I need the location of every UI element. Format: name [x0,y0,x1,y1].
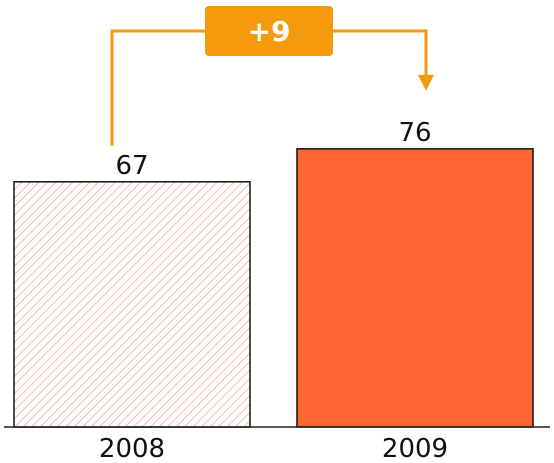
value-label-2008: 67 [115,151,148,181]
value-label-2009: 76 [398,118,431,148]
bar-2009 [296,148,534,428]
bar-2008 [13,181,251,428]
category-label-2008: 2008 [99,434,165,463]
difference-label: +9 [248,15,291,48]
category-label-2009: 2009 [382,434,448,463]
difference-arrowhead [418,74,434,91]
difference-badge [205,6,333,56]
